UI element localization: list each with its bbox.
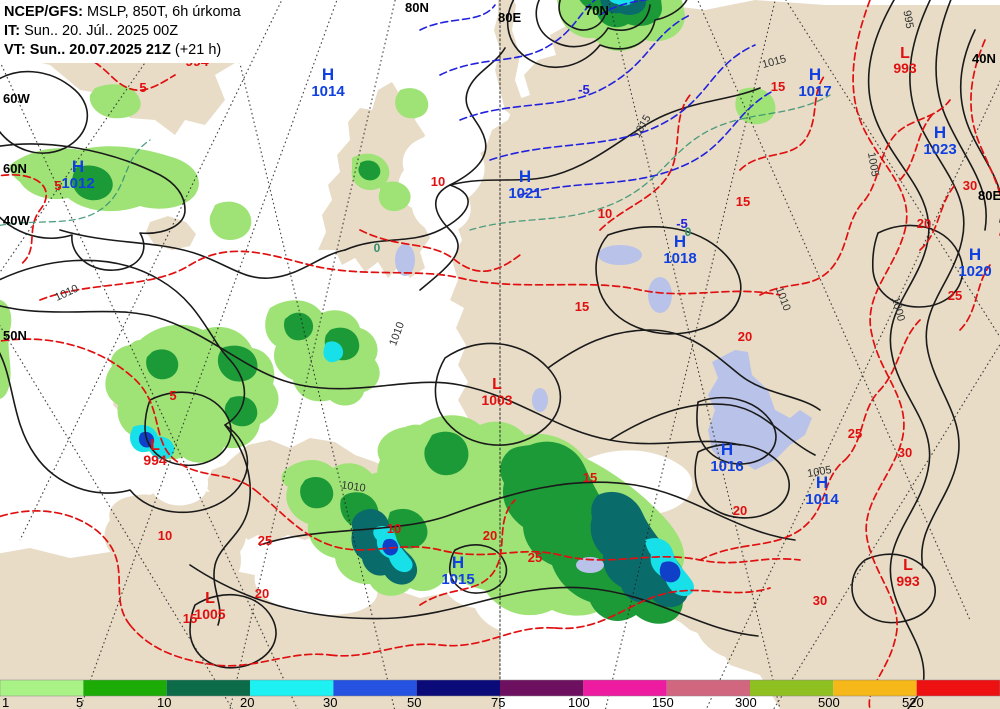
svg-text:500: 500	[818, 695, 840, 709]
svg-text:15: 15	[583, 470, 597, 485]
svg-text:50N: 50N	[3, 328, 27, 343]
svg-text:60W: 60W	[3, 91, 30, 106]
svg-text:L: L	[205, 590, 215, 607]
svg-text:40W: 40W	[3, 213, 30, 228]
svg-text:VT: Sun.. 20.07.2025 21Z (+21: VT: Sun.. 20.07.2025 21Z (+21 h)	[4, 42, 221, 58]
svg-text:100: 100	[568, 695, 590, 709]
svg-text:40N: 40N	[972, 51, 996, 66]
svg-text:80E: 80E	[498, 10, 521, 25]
svg-text:IT: Sun.. 20. Júl.. 2025 00Z: IT: Sun.. 20. Júl.. 2025 00Z	[4, 23, 178, 39]
svg-text:20: 20	[483, 528, 497, 543]
svg-text:1014: 1014	[805, 491, 839, 508]
svg-text:H: H	[452, 553, 464, 572]
svg-text:H: H	[809, 65, 821, 84]
svg-text:25: 25	[258, 533, 272, 548]
svg-text:H: H	[674, 232, 686, 251]
svg-text:10: 10	[431, 174, 445, 189]
svg-text:10: 10	[387, 521, 401, 536]
svg-text:1021: 1021	[508, 185, 541, 202]
svg-text:15: 15	[771, 79, 785, 94]
svg-text:80N: 80N	[405, 0, 429, 15]
svg-text:5: 5	[169, 388, 176, 403]
svg-text:1: 1	[2, 695, 9, 709]
svg-text:300: 300	[735, 695, 757, 709]
svg-text:1017: 1017	[798, 83, 831, 100]
svg-text:15: 15	[736, 194, 750, 209]
svg-text:L: L	[492, 376, 502, 393]
svg-text:H: H	[816, 473, 828, 492]
svg-text:1023: 1023	[923, 141, 956, 158]
svg-text:1015: 1015	[441, 571, 474, 588]
svg-text:20: 20	[917, 216, 931, 231]
svg-text:30: 30	[963, 178, 977, 193]
svg-text:1003: 1003	[481, 392, 512, 408]
svg-text:20: 20	[738, 329, 752, 344]
svg-text:20: 20	[733, 503, 747, 518]
svg-text:1018: 1018	[663, 250, 696, 267]
svg-text:15: 15	[575, 299, 589, 314]
svg-text:30: 30	[898, 445, 912, 460]
svg-text:10: 10	[598, 206, 612, 221]
svg-text:520: 520	[902, 695, 924, 709]
svg-text:-5: -5	[578, 82, 590, 97]
svg-text:NCEP/GFS: MSLP, 850T, 6h úrkom: NCEP/GFS: MSLP, 850T, 6h úrkoma	[4, 4, 242, 20]
svg-text:10: 10	[158, 528, 172, 543]
svg-text:H: H	[969, 245, 981, 264]
svg-text:1012: 1012	[61, 175, 94, 192]
svg-text:L: L	[903, 557, 913, 574]
svg-text:30: 30	[323, 695, 337, 709]
svg-text:1014: 1014	[311, 83, 345, 100]
svg-text:H: H	[934, 123, 946, 142]
svg-text:1016: 1016	[710, 458, 743, 475]
svg-text:25: 25	[948, 288, 962, 303]
svg-text:H: H	[721, 440, 733, 459]
svg-text:H: H	[322, 65, 334, 84]
svg-text:150: 150	[652, 695, 674, 709]
svg-text:H: H	[72, 157, 84, 176]
svg-text:H: H	[519, 167, 531, 186]
svg-text:993: 993	[893, 60, 917, 76]
svg-text:5: 5	[76, 695, 83, 709]
svg-text:70N: 70N	[585, 3, 609, 18]
svg-text:25: 25	[848, 426, 862, 441]
svg-text:50: 50	[407, 695, 421, 709]
svg-text:75: 75	[491, 695, 505, 709]
svg-text:5: 5	[139, 80, 146, 95]
svg-text:20: 20	[255, 586, 269, 601]
svg-text:1005: 1005	[194, 606, 225, 622]
svg-text:80E: 80E	[978, 188, 1000, 203]
svg-text:0: 0	[374, 241, 381, 255]
svg-text:994: 994	[143, 452, 167, 468]
svg-text:1020: 1020	[958, 263, 991, 280]
svg-text:10: 10	[157, 695, 171, 709]
svg-text:993: 993	[896, 573, 920, 589]
svg-text:20: 20	[240, 695, 254, 709]
svg-text:30: 30	[813, 593, 827, 608]
svg-text:60N: 60N	[3, 161, 27, 176]
svg-text:25: 25	[528, 550, 542, 565]
